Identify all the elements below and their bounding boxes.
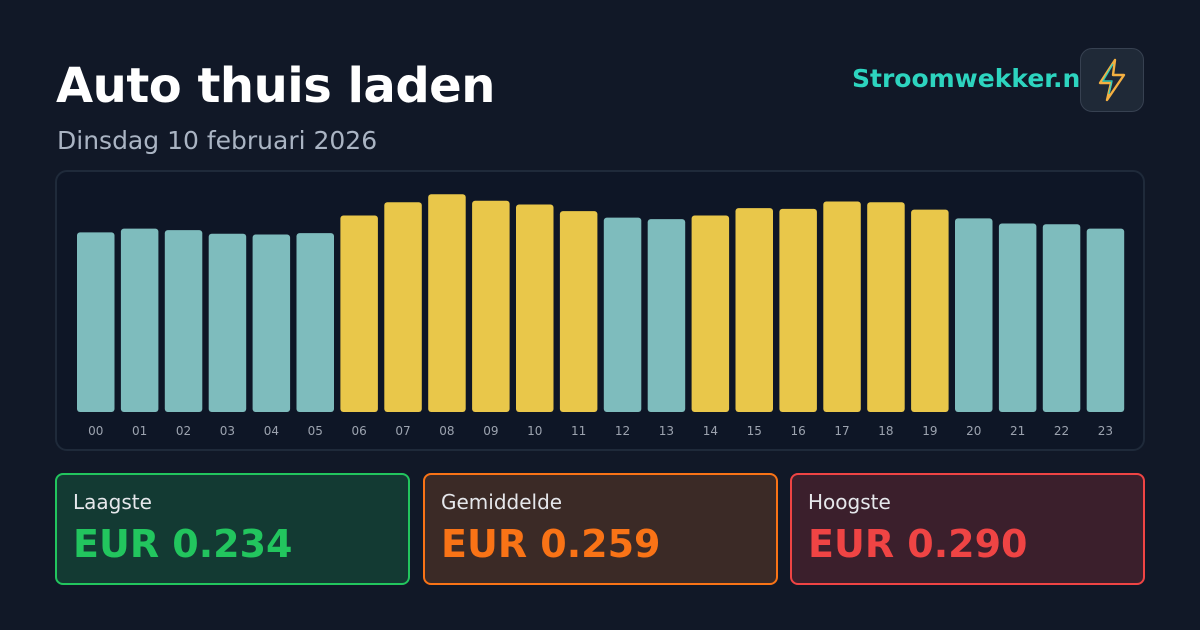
x-tick-label-09: 09 [483, 424, 498, 438]
stat-card-average: Gemiddelde EUR 0.259 [423, 473, 778, 585]
x-tick-label-11: 11 [571, 424, 586, 438]
x-tick-label-04: 04 [264, 424, 279, 438]
bar-hour-19 [911, 209, 949, 412]
x-tick-label-10: 10 [527, 424, 542, 438]
bar-hour-18 [867, 202, 905, 412]
bar-hour-07 [384, 202, 422, 412]
stat-card-highest: Hoogste EUR 0.290 [790, 473, 1145, 585]
price-chart: 00 01 02 03 04 05 06 07 08 09 10 11 12 13 14 15 16 17 18 19… [55, 170, 1145, 451]
x-tick-label-21: 21 [1010, 424, 1025, 438]
stat-highest-value: EUR 0.290 [808, 522, 1028, 566]
x-tick-label-23: 23 [1098, 424, 1113, 438]
lightning-bolt-icon [1098, 58, 1126, 102]
stat-card-lowest: Laagste EUR 0.234 [55, 473, 410, 585]
x-tick-label-03: 03 [220, 424, 235, 438]
bar-hour-06 [340, 215, 378, 412]
bar-hour-02 [164, 230, 203, 412]
bar-hour-16 [779, 208, 817, 412]
x-tick-label-07: 07 [395, 424, 410, 438]
x-tick-label-05: 05 [308, 424, 323, 438]
x-tick-label-02: 02 [176, 424, 191, 438]
bar-hour-11 [559, 211, 598, 412]
hourly-price-bar-chart: 00 01 02 03 04 05 06 07 08 09 10 11 12 13 14 15 16 17 18 19… [77, 194, 1125, 438]
x-tick-label-06: 06 [352, 424, 367, 438]
stat-average-value: EUR 0.259 [441, 522, 661, 566]
bar-hour-00 [77, 232, 115, 412]
bar-hour-12 [603, 217, 642, 412]
bar-hour-20 [955, 218, 993, 412]
stat-highest-label: Hoogste [808, 490, 891, 514]
bar-hour-10 [516, 204, 554, 412]
x-tick-label-14: 14 [703, 424, 718, 438]
bar-hour-22 [1042, 224, 1081, 412]
stat-lowest-value: EUR 0.234 [73, 522, 293, 566]
bar-hour-03 [208, 233, 247, 412]
x-tick-label-18: 18 [878, 424, 893, 438]
x-tick-label-22: 22 [1054, 424, 1069, 438]
bar-hour-01 [120, 228, 159, 412]
bar-hour-05 [296, 233, 334, 412]
x-tick-label-19: 19 [922, 424, 937, 438]
x-tick-label-00: 00 [88, 424, 103, 438]
stat-average-label: Gemiddelde [441, 490, 563, 514]
brand-name: Stroomwekker.nl [852, 64, 1089, 93]
bar-hour-17 [823, 201, 861, 412]
x-tick-label-17: 17 [834, 424, 849, 438]
x-tick-label-01: 01 [132, 424, 147, 438]
page-subtitle-date: Dinsdag 10 februari 2026 [57, 126, 378, 155]
page-title: Auto thuis laden [56, 58, 495, 114]
bar-hour-14 [691, 215, 730, 412]
bar-hour-21 [998, 223, 1037, 412]
x-tick-label-08: 08 [439, 424, 454, 438]
bar-hour-04 [252, 234, 291, 412]
bar-hour-09 [472, 200, 510, 412]
stat-lowest-label: Laagste [73, 490, 152, 514]
x-tick-label-12: 12 [615, 424, 630, 438]
bar-hour-15 [735, 208, 773, 412]
x-tick-label-15: 15 [747, 424, 762, 438]
x-tick-label-20: 20 [966, 424, 981, 438]
bar-hour-13 [647, 219, 686, 412]
x-tick-label-16: 16 [791, 424, 806, 438]
x-tick-label-13: 13 [659, 424, 674, 438]
bar-hour-08 [428, 194, 466, 412]
bar-hour-23 [1086, 228, 1125, 412]
brand-logo [1080, 48, 1144, 112]
